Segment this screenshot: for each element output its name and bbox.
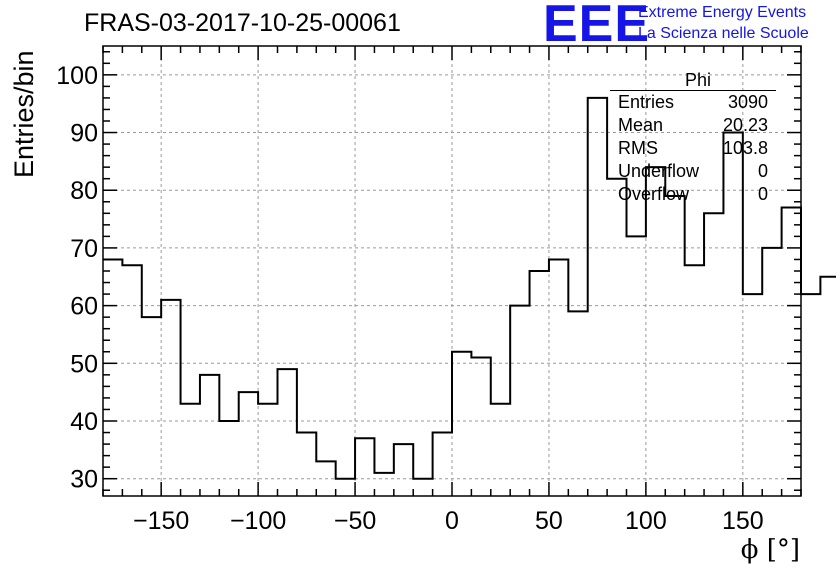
stats-row-underflow: Underflow 0 <box>610 160 776 183</box>
stats-box-title: Phi <box>610 70 776 91</box>
y-tick-label: 100 <box>56 62 98 90</box>
y-tick-label: 50 <box>70 350 98 378</box>
histogram-line <box>103 96 836 480</box>
x-tick-label: −100 <box>230 507 286 535</box>
y-axis-label: Entries/bin <box>9 50 39 178</box>
brand-line-2: La Scienza nelle Scuole <box>638 25 809 42</box>
y-tick-label: 40 <box>70 408 98 436</box>
x-tick-label: −150 <box>133 507 189 535</box>
x-tick-label: 0 <box>445 507 459 535</box>
x-axis-label: ϕ [°] <box>741 535 800 565</box>
eee-logo: EEE <box>543 0 651 53</box>
axis-ticks <box>102 46 802 496</box>
stats-row-overflow: Overflow 0 <box>610 183 776 206</box>
stats-value: 0 <box>757 184 768 204</box>
stats-label: RMS <box>618 138 658 158</box>
brand-line-1: Extreme Energy Events <box>638 4 807 21</box>
x-tick-label: −50 <box>334 507 376 535</box>
chart-title: FRAS-03-2017-10-25-00061 <box>84 9 401 37</box>
stats-value: 20.23 <box>722 115 768 135</box>
stats-value: 0 <box>757 161 768 181</box>
y-tick-label: 80 <box>70 177 98 205</box>
stats-label: Underflow <box>618 161 700 181</box>
stats-label: Overflow <box>618 184 690 204</box>
stats-value: 3090 <box>727 92 768 112</box>
y-tick-label: 90 <box>70 120 98 148</box>
stats-row-rms: RMS 103.8 <box>610 137 776 160</box>
stats-value: 103.8 <box>722 138 768 158</box>
stats-box: Phi Entries 3090 Mean 20.23 RMS 103.8 Un… <box>610 70 776 206</box>
y-tick-label: 30 <box>70 466 98 494</box>
stats-row-mean: Mean 20.23 <box>610 114 776 137</box>
tick-labels: −150 −100 −50 0 50 100 150 30 40 50 60 70 80 90 100 <box>56 62 763 535</box>
x-tick-label: 150 <box>722 507 764 535</box>
x-tick-label: 50 <box>535 507 563 535</box>
y-tick-label: 60 <box>70 293 98 321</box>
y-tick-label: 70 <box>70 235 98 263</box>
stats-label: Mean <box>618 115 664 135</box>
stats-row-entries: Entries 3090 <box>610 91 776 114</box>
stats-label: Entries <box>618 92 675 112</box>
x-tick-label: 100 <box>625 507 667 535</box>
